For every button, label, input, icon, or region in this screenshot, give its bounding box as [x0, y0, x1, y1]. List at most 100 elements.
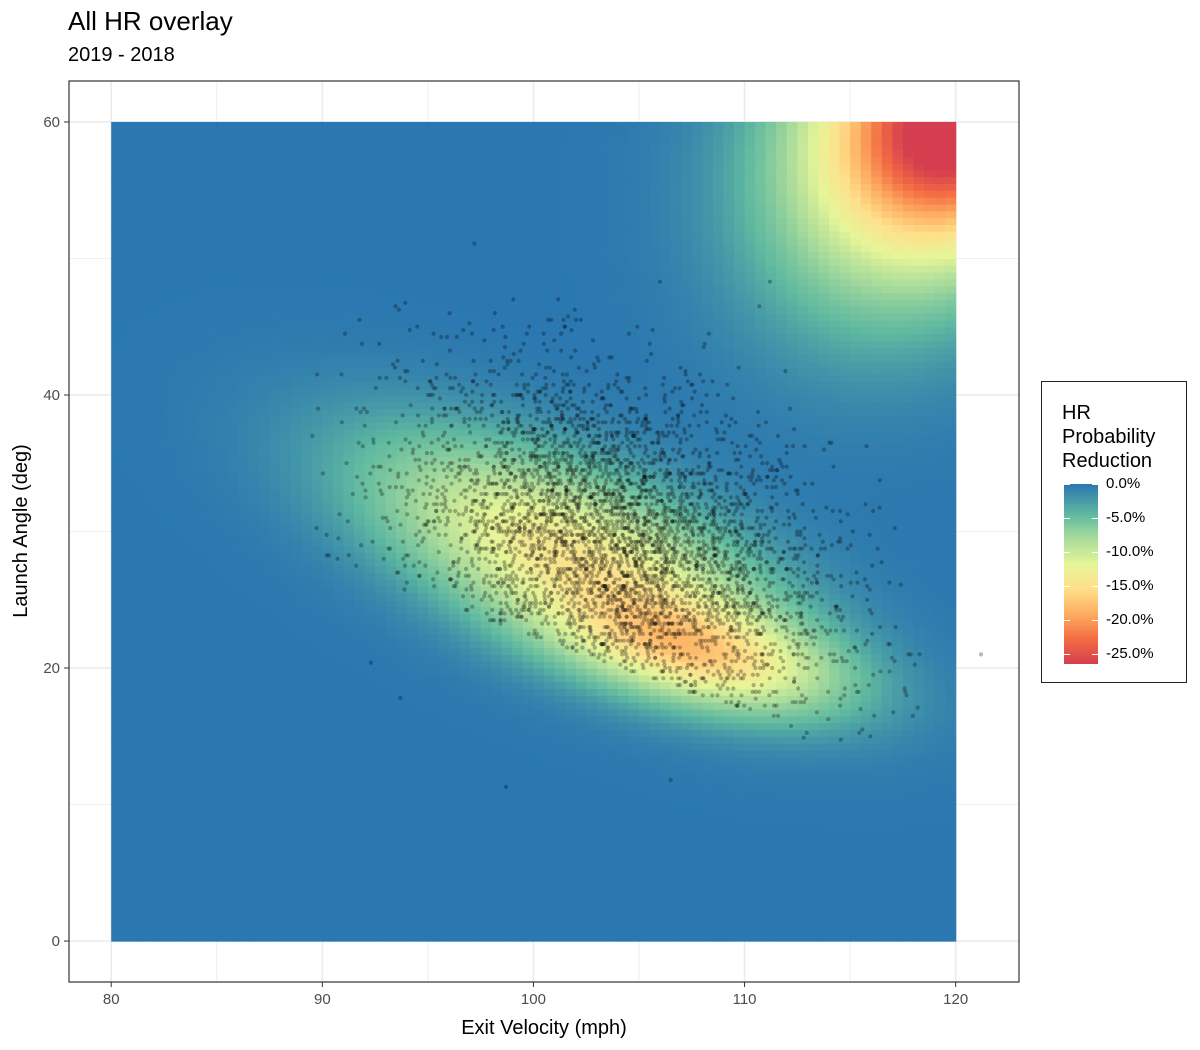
- heatmap-cell: [195, 811, 207, 819]
- heatmap-cell: [301, 722, 313, 731]
- heatmap-cell: [385, 340, 397, 348]
- heatmap-cell: [332, 313, 345, 321]
- heatmap-cell: [280, 381, 292, 389]
- heatmap-cell: [185, 511, 197, 519]
- heatmap-cell: [480, 620, 492, 628]
- heatmap-cell: [375, 511, 387, 519]
- heatmap-cell: [195, 852, 207, 860]
- heatmap-cell: [417, 374, 429, 382]
- heatmap-cell: [364, 326, 376, 335]
- heatmap-cell: [522, 442, 535, 451]
- heatmap-cell: [449, 886, 461, 894]
- heatmap-cell: [501, 429, 513, 437]
- heatmap-cell: [480, 743, 492, 751]
- heatmap-cell: [111, 128, 123, 137]
- heatmap-cell: [364, 647, 376, 655]
- heatmap-cell: [227, 504, 239, 512]
- heatmap-cell: [459, 504, 471, 512]
- heatmap-cell: [332, 258, 345, 266]
- heatmap-cell: [332, 613, 345, 621]
- heatmap-cell: [216, 811, 228, 819]
- heatmap-cell: [248, 558, 260, 567]
- heatmap-cell: [385, 203, 397, 212]
- heatmap-cell: [132, 408, 144, 417]
- heatmap-cell: [480, 442, 492, 451]
- heatmap-cell: [111, 408, 123, 417]
- heatmap-cell: [185, 128, 197, 137]
- heatmap-cell: [290, 852, 302, 860]
- heatmap-cell: [280, 292, 292, 301]
- heatmap-cell: [459, 374, 471, 382]
- heatmap-cell: [164, 217, 176, 225]
- heatmap-cell: [153, 231, 165, 239]
- heatmap-cell: [385, 313, 397, 321]
- heatmap-cell: [385, 674, 397, 683]
- heatmap-cell: [512, 831, 524, 840]
- heatmap-cell: [396, 558, 408, 567]
- heatmap-cell: [142, 565, 155, 574]
- heatmap-cell: [417, 661, 429, 669]
- heatmap-cell: [427, 135, 440, 144]
- heatmap-cell: [174, 326, 186, 335]
- heatmap-cell: [332, 251, 345, 260]
- heatmap-cell: [153, 831, 165, 840]
- heatmap-cell: [216, 906, 228, 915]
- heatmap-cell: [164, 661, 176, 669]
- heatmap-cell: [216, 333, 228, 341]
- heatmap-cell: [438, 661, 450, 669]
- heatmap-cell: [322, 176, 334, 184]
- heatmap-cell: [322, 306, 334, 314]
- heatmap-cell: [237, 156, 250, 164]
- heatmap-cell: [227, 538, 239, 546]
- heatmap-cell: [216, 681, 228, 690]
- heatmap-cell: [512, 435, 524, 444]
- heatmap-cell: [216, 504, 228, 512]
- heatmap-cell: [237, 572, 250, 580]
- heatmap-cell: [491, 852, 503, 860]
- heatmap-cell: [227, 394, 239, 403]
- heatmap-cell: [438, 913, 450, 922]
- heatmap-cell: [259, 838, 271, 847]
- heatmap-cell: [459, 702, 471, 710]
- heatmap-cell: [470, 647, 482, 655]
- heatmap-cell: [417, 278, 429, 287]
- heatmap-cell: [438, 538, 450, 546]
- heatmap-cell: [375, 449, 387, 458]
- heatmap-cell: [396, 852, 408, 860]
- heatmap-cell: [396, 176, 408, 184]
- heatmap-cell: [406, 169, 418, 178]
- heatmap-cell: [512, 135, 524, 144]
- heatmap-cell: [132, 613, 144, 621]
- heatmap-cell: [396, 579, 408, 587]
- heatmap-cell: [459, 736, 471, 744]
- heatmap-cell: [290, 586, 302, 594]
- heatmap-cell: [280, 545, 292, 553]
- heatmap-cell: [354, 777, 366, 785]
- heatmap-cell: [195, 306, 207, 314]
- heatmap-cell: [332, 749, 345, 758]
- heatmap-cell: [195, 463, 207, 471]
- heatmap-cell: [269, 708, 281, 717]
- heatmap-cell: [396, 497, 408, 505]
- heatmap-cell: [174, 272, 186, 280]
- heatmap-cell: [470, 463, 482, 471]
- heatmap-cell: [164, 804, 176, 812]
- heatmap-cell: [417, 313, 429, 321]
- heatmap-cell: [470, 661, 482, 669]
- heatmap-cell: [237, 715, 250, 724]
- heatmap-cell: [132, 401, 144, 410]
- heatmap-cell: [375, 135, 387, 144]
- heatmap-cell: [164, 859, 176, 867]
- heatmap-cell: [216, 149, 228, 157]
- heatmap-cell: [227, 374, 239, 382]
- heatmap-cell: [470, 231, 482, 239]
- heatmap-cell: [248, 702, 260, 710]
- heatmap-cell: [174, 797, 186, 806]
- heatmap-cell: [164, 306, 176, 314]
- heatmap-cell: [354, 831, 366, 840]
- heatmap-cell: [206, 668, 218, 676]
- heatmap-cell: [121, 831, 133, 840]
- heatmap-cell: [491, 367, 503, 376]
- heatmap-cell: [512, 278, 524, 287]
- heatmap-cell: [269, 859, 281, 867]
